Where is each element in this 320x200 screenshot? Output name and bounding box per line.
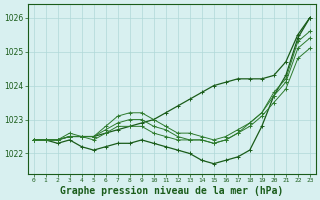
X-axis label: Graphe pression niveau de la mer (hPa): Graphe pression niveau de la mer (hPa) xyxy=(60,186,283,196)
